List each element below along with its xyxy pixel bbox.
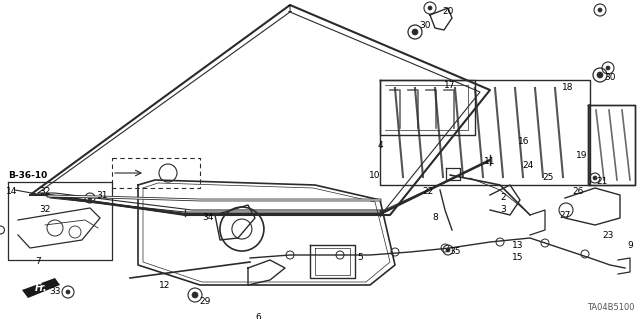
Text: 6: 6 (255, 314, 261, 319)
Circle shape (88, 196, 92, 200)
Text: TA04B5100: TA04B5100 (588, 303, 635, 313)
Text: 20: 20 (442, 8, 454, 17)
Text: 27: 27 (559, 211, 571, 219)
Text: 24: 24 (522, 160, 534, 169)
Text: 19: 19 (576, 151, 588, 160)
Text: 29: 29 (199, 298, 211, 307)
Text: 14: 14 (6, 188, 18, 197)
Text: 10: 10 (369, 170, 381, 180)
Text: 22: 22 (422, 188, 434, 197)
Text: 32: 32 (39, 205, 51, 214)
Text: 12: 12 (159, 280, 171, 290)
Text: 21: 21 (596, 177, 608, 187)
Text: 33: 33 (49, 287, 61, 296)
Circle shape (192, 292, 198, 298)
Text: 31: 31 (96, 190, 108, 199)
Text: 4: 4 (377, 140, 383, 150)
Text: 26: 26 (572, 188, 584, 197)
Text: 32: 32 (39, 188, 51, 197)
Text: 35: 35 (449, 248, 461, 256)
Text: 11: 11 (484, 158, 496, 167)
Text: 2: 2 (500, 194, 506, 203)
Text: 30: 30 (604, 73, 616, 83)
Circle shape (598, 8, 602, 12)
Circle shape (428, 6, 432, 10)
Text: 17: 17 (444, 80, 456, 90)
Circle shape (593, 176, 597, 180)
Text: 5: 5 (357, 254, 363, 263)
Text: 18: 18 (563, 84, 573, 93)
Text: B-36-10: B-36-10 (8, 170, 47, 180)
Polygon shape (22, 278, 60, 298)
Text: 1: 1 (287, 5, 293, 14)
Circle shape (597, 72, 603, 78)
Text: 30: 30 (419, 20, 431, 29)
Text: 9: 9 (627, 241, 633, 249)
Text: 3: 3 (500, 205, 506, 214)
Text: 23: 23 (602, 231, 614, 240)
Text: 16: 16 (518, 137, 530, 146)
Text: 8: 8 (432, 213, 438, 222)
Text: 25: 25 (542, 174, 554, 182)
Circle shape (66, 290, 70, 294)
Text: 13: 13 (512, 241, 524, 249)
Text: 34: 34 (202, 213, 214, 222)
Text: 7: 7 (35, 257, 41, 266)
Text: 15: 15 (512, 254, 524, 263)
Circle shape (412, 29, 418, 35)
Circle shape (446, 248, 450, 252)
Circle shape (606, 66, 610, 70)
Text: Fr.: Fr. (35, 283, 47, 293)
